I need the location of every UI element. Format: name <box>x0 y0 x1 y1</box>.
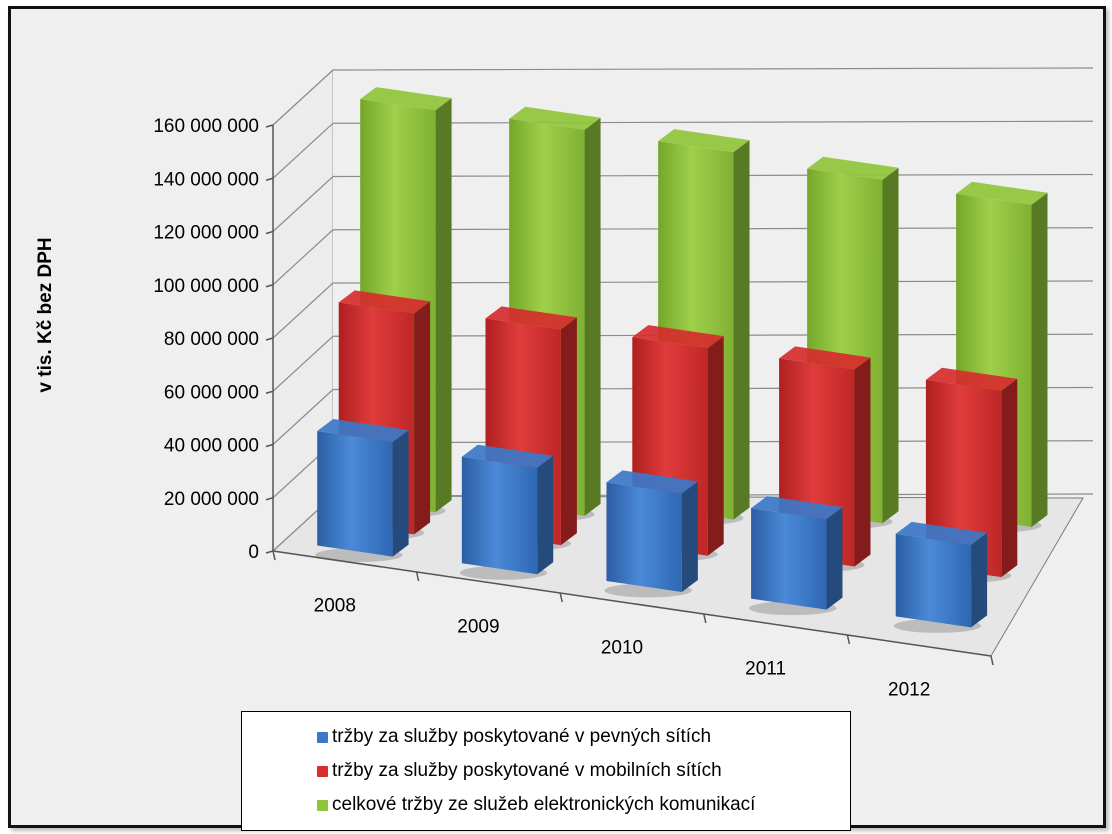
legend-swatch-total <box>317 799 328 811</box>
x-tick-mark <box>272 550 276 561</box>
bar-top-face <box>461 444 554 468</box>
gridline <box>272 67 1094 126</box>
bar-top-face <box>485 306 577 330</box>
x-tick-label: 2009 <box>457 617 499 638</box>
bar-front-face <box>317 431 393 557</box>
y-tick-mark <box>265 497 274 501</box>
x-tick-mark <box>990 655 994 666</box>
bar-top-face <box>606 470 698 494</box>
bar-top-face <box>956 181 1048 205</box>
y-tick-label: 60 000 000 <box>164 382 259 403</box>
legend-swatch-mobile <box>317 765 328 777</box>
bar-side-face <box>971 532 988 628</box>
x-tick-mark <box>559 592 563 603</box>
bar-top-face <box>925 367 1018 391</box>
y-axis-title: v tis. Kč bez DPH <box>35 237 56 392</box>
y-tick-label: 160 000 000 <box>153 116 259 137</box>
legend: tržby za služby poskytované v pevných sí… <box>241 711 851 831</box>
bar-side-face <box>560 317 577 546</box>
x-tick-label: 2008 <box>314 596 356 617</box>
bar-front-face <box>461 456 538 575</box>
x-tick-label: 2010 <box>601 638 643 659</box>
x-axis-line <box>272 550 992 657</box>
bar-fixed-2011 <box>749 496 843 616</box>
bar-front-face <box>606 482 682 592</box>
bar-top-face <box>779 346 871 370</box>
x-tick-mark <box>846 634 851 645</box>
y-tick-label: 40 000 000 <box>164 436 259 457</box>
legend-item-total: celkové tržby ze služeb elektronických k… <box>317 788 850 822</box>
bar-top-face <box>895 521 988 545</box>
bar-side-face <box>826 507 843 610</box>
x-tick-mark <box>415 571 420 582</box>
bar-top-face <box>338 290 431 314</box>
y-tick-mark <box>265 177 274 181</box>
y-tick-mark <box>265 337 274 341</box>
gridline <box>272 120 1094 179</box>
y-tick-mark <box>265 550 274 554</box>
bars-group <box>315 87 1048 633</box>
y-tick-label: 100 000 000 <box>153 276 259 297</box>
y-tick-mark <box>265 390 274 394</box>
legend-item-mobile: tržby za služby poskytované v mobilních … <box>317 754 850 788</box>
bar-fixed-2012 <box>893 521 988 633</box>
bar-side-face <box>681 481 698 592</box>
y-tick-mark <box>265 124 274 128</box>
bar-top-face <box>751 496 843 520</box>
bar-side-face <box>1031 192 1048 527</box>
bar-side-face <box>1001 378 1018 578</box>
legend-item-fixed: tržby za služby poskytované v pevných sí… <box>317 720 850 754</box>
y-tick-label: 20 000 000 <box>164 489 259 510</box>
bar-side-face <box>435 98 452 513</box>
legend-label-total: celkové tržby ze služeb elektronických k… <box>332 794 756 815</box>
bar-side-face <box>733 140 750 520</box>
bar-fixed-2010 <box>604 470 698 598</box>
y-tick-mark <box>265 230 274 235</box>
bar-side-face <box>414 301 431 535</box>
legend-label-mobile: tržby za služby poskytované v mobilních … <box>332 760 722 781</box>
bar-front-face <box>895 533 972 628</box>
bar-top-face <box>360 87 452 111</box>
bar-fixed-2009 <box>459 444 554 580</box>
bar-side-face <box>707 336 724 556</box>
bar-side-face <box>584 117 601 516</box>
y-tick-label: 80 000 000 <box>164 329 259 350</box>
y-tick-mark <box>265 443 274 448</box>
bar-top-face <box>658 129 750 153</box>
bar-top-face <box>632 325 724 349</box>
y-tick-mark <box>265 284 274 288</box>
bar-top-face <box>317 419 409 443</box>
x-tick-label: 2012 <box>888 680 930 701</box>
bar-front-face <box>751 508 827 610</box>
bar-side-face <box>882 167 899 524</box>
y-tick-label: 120 000 000 <box>153 223 259 244</box>
chart-frame: 0 20 000 000 40 000 000 60 000 000 80 000 00… <box>8 6 1106 831</box>
bar-top-face <box>807 156 899 180</box>
bar-side-face <box>537 455 554 575</box>
x-tick-label: 2011 <box>745 659 786 680</box>
y-tick-label: 140 000 000 <box>153 169 259 190</box>
x-axis-ticks: 2008 2009 2010 2011 2012 <box>272 550 994 701</box>
y-tick-label: 0 <box>248 542 259 563</box>
bar-fixed-2008 <box>315 419 409 563</box>
legend-swatch-fixed <box>317 731 328 743</box>
bar-top-face <box>509 106 601 130</box>
y-axis-ticks: 0 20 000 000 40 000 000 60 000 000 80 000 00… <box>153 116 274 563</box>
bar-side-face <box>392 430 409 557</box>
bar-chart-3d: 0 20 000 000 40 000 000 60 000 000 80 000 00… <box>35 67 1094 701</box>
bar-side-face <box>854 357 871 567</box>
legend-label-fixed: tržby za služby poskytované v pevných sí… <box>332 726 712 747</box>
x-tick-mark <box>703 613 707 624</box>
